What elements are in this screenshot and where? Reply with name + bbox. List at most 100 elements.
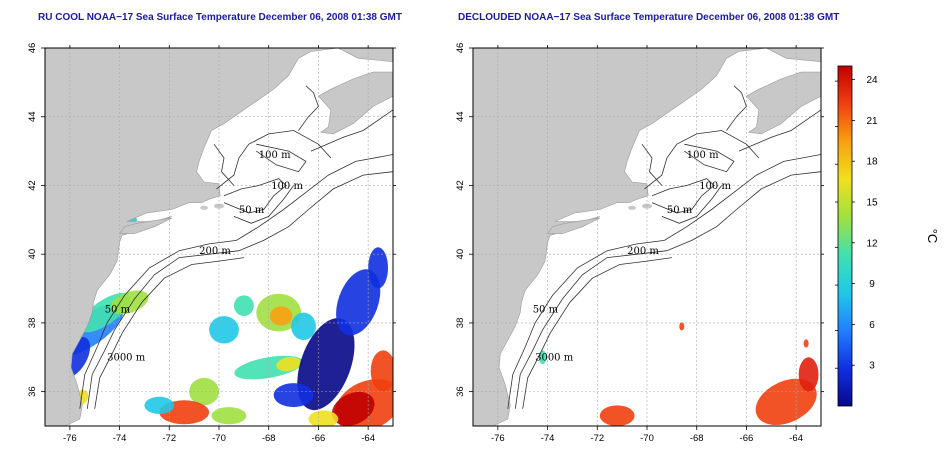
x-tick-label: -64 — [361, 433, 375, 444]
contour-label: 100 m — [699, 181, 731, 192]
bathymetry-contour — [641, 143, 663, 186]
bathymetry-contour — [298, 85, 319, 131]
bathymetry-contour — [684, 143, 735, 173]
x-tick-label: -70 — [640, 433, 654, 444]
nova-scotia-land — [317, 71, 393, 135]
unit-fahrenheit-label: °F — [828, 229, 831, 242]
bathymetry-contour — [213, 143, 235, 186]
y-tick-label: 42 — [27, 180, 38, 191]
y-tick-label: 38 — [27, 318, 38, 329]
contour-label: 50 m — [105, 305, 131, 316]
map-panel-raw: 100 m 100 m 50 m 200 m 50 m 3000 m -76 -74 -72 -7… — [27, 43, 396, 444]
y-tick-label: 46 — [455, 43, 466, 54]
contour-label: 200 m — [627, 246, 659, 257]
bathymetry-contour — [223, 178, 287, 214]
raw-sst-patch — [189, 377, 220, 406]
panel-title-raw: RU COOL NOAA−17 Sea Surface Temperature … — [38, 12, 402, 23]
y-tick-label: 42 — [455, 180, 466, 191]
raw-sst-patch — [269, 306, 293, 326]
x-tick-label: -74 — [541, 433, 555, 444]
map-panel-declouded: 100 m 100 m 50 m 200 m 50 m 3000 m -76 -74 -72 -7… — [455, 43, 824, 444]
y-tick-label: 44 — [455, 111, 466, 122]
celsius-tick-label: 9 — [869, 279, 875, 290]
bathymetry-contour — [514, 171, 821, 409]
raw-sst-patch — [336, 269, 381, 336]
declouded-sst-patch — [679, 322, 685, 331]
x-tick-label: -76 — [491, 433, 505, 444]
celsius-tick-label: 3 — [869, 361, 875, 372]
bathymetry-contour — [651, 178, 715, 214]
island — [628, 205, 637, 210]
raw-sst-patch — [144, 396, 175, 414]
x-tick-label: -76 — [63, 433, 77, 444]
contour-label: 50 m — [239, 205, 265, 216]
map-plot-area: 100 m 100 m 50 m 200 m 50 m 3000 m — [45, 48, 393, 426]
bathymetry-contour — [726, 85, 747, 131]
bathymetry-contour — [644, 130, 760, 190]
bathymetry-contour — [522, 257, 672, 409]
contour-label: 100 m — [259, 150, 291, 161]
celsius-tick-label: 18 — [866, 157, 878, 168]
nova-scotia-land — [745, 71, 821, 135]
bathymetry-contour — [661, 185, 722, 224]
x-tick-label: -72 — [590, 433, 604, 444]
bathymetry-contour — [256, 143, 307, 173]
contour-label: 100 m — [271, 181, 303, 192]
sst-map-raw: 100 m 100 m 50 m 200 m 50 m 3000 m -76 -74 -72 -7… — [27, 43, 396, 444]
contour-label: 3000 m — [535, 353, 574, 364]
land-mass — [45, 48, 393, 426]
land-mass — [473, 48, 821, 426]
celsius-tick-label: 24 — [866, 75, 878, 86]
island — [200, 205, 209, 210]
y-tick-label: 36 — [455, 386, 466, 397]
colorbar-svg: 36912151821243742485359646975°F°C — [816, 65, 940, 407]
bathymetry-contour — [79, 154, 393, 409]
y-tick-label: 38 — [455, 318, 466, 329]
raw-sst-patch — [368, 247, 388, 289]
raw-sst-patch — [209, 316, 239, 344]
declouded-sst-patch — [798, 357, 819, 392]
island — [642, 203, 652, 209]
bathymetry-contour — [738, 109, 821, 152]
temperature-colorbar: 36912151821243742485359646975°F°C — [816, 60, 943, 425]
bathymetry-contour — [233, 185, 294, 224]
y-tick-label: 40 — [27, 249, 38, 260]
bathymetry-contour — [94, 257, 244, 409]
raw-sst-patch — [110, 290, 149, 315]
declouded-sst-patch — [803, 339, 809, 348]
declouded-sst-patch — [538, 350, 547, 365]
x-tick-label: -70 — [212, 433, 226, 444]
y-tick-label: 36 — [27, 386, 38, 397]
long-island-land — [547, 217, 600, 234]
contour-label: 50 m — [533, 305, 559, 316]
x-tick-label: -68 — [262, 433, 276, 444]
map-plot-area: 100 m 100 m 50 m 200 m 50 m 3000 m — [473, 48, 821, 426]
contour-label: 3000 m — [107, 353, 146, 364]
long-island-land — [119, 217, 172, 234]
celsius-tick-label: 15 — [866, 198, 878, 209]
panel-title-declouded: DECLOUDED NOAA−17 Sea Surface Temperatur… — [458, 12, 840, 23]
colorbar-gradient — [837, 65, 853, 407]
bathymetry-contour — [86, 171, 393, 409]
x-tick-label: -66 — [312, 433, 326, 444]
y-tick-label: 40 — [455, 249, 466, 260]
raw-sst-patch — [308, 410, 339, 426]
contour-label: 50 m — [667, 205, 693, 216]
raw-sst-patch — [331, 391, 375, 426]
celsius-tick-label: 12 — [866, 238, 878, 249]
x-tick-label: -64 — [789, 433, 803, 444]
raw-sst-patch — [291, 312, 316, 340]
x-tick-label: -66 — [740, 433, 754, 444]
island — [214, 203, 224, 209]
sst-map-declouded: 100 m 100 m 50 m 200 m 50 m 3000 m -76 -74 -72 -7… — [455, 43, 824, 444]
unit-celsius-label: °C — [925, 229, 940, 244]
raw-sst-patch — [234, 295, 254, 316]
bathymetry-contour — [310, 109, 393, 152]
y-tick-label: 44 — [27, 111, 38, 122]
x-tick-label: -68 — [690, 433, 704, 444]
raw-sst-patch — [211, 407, 247, 425]
declouded-sst-patch — [755, 378, 817, 426]
y-tick-label: 46 — [27, 43, 38, 54]
declouded-sst-patch — [599, 405, 635, 426]
raw-sst-patch — [370, 350, 393, 392]
